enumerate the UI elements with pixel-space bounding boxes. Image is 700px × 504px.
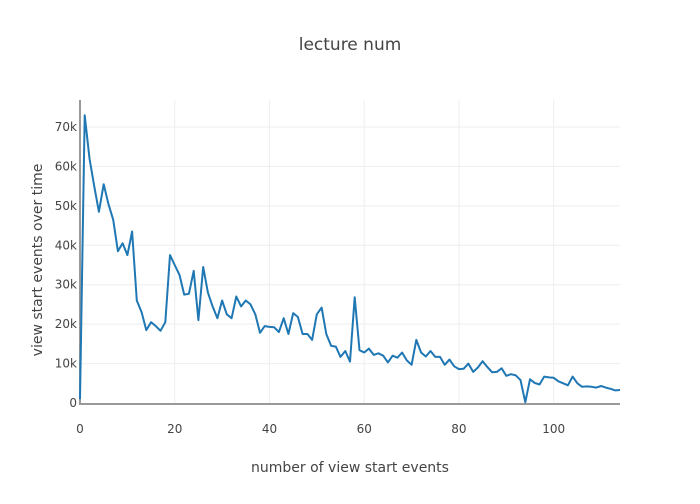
y-tick-label: 10k [55,357,77,371]
chart-title: lecture num [299,35,402,55]
y-tick-label: 50k [55,199,77,213]
y-tick-label: 30k [55,278,77,292]
x-tick-label: 80 [451,422,466,436]
tick-labels: 0 20 40 60 80 100 0 10k 20k 30k 40k 50k 60k 70k [55,120,565,436]
x-tick-label: 60 [357,422,372,436]
x-tick-label: 100 [542,422,565,436]
x-tick-label: 0 [76,422,84,436]
y-tick-label: 0 [69,396,77,410]
y-tick-label: 60k [55,159,77,173]
y-tick-label: 70k [55,120,77,134]
y-axis-label: view start events over time [30,164,46,357]
y-tick-label: 20k [55,317,77,331]
x-tick-label: 40 [262,422,277,436]
series-line [80,115,620,402]
x-tick-label: 20 [167,422,182,436]
y-tick-label: 40k [55,238,77,252]
x-axis-label: number of view start events [251,460,449,476]
